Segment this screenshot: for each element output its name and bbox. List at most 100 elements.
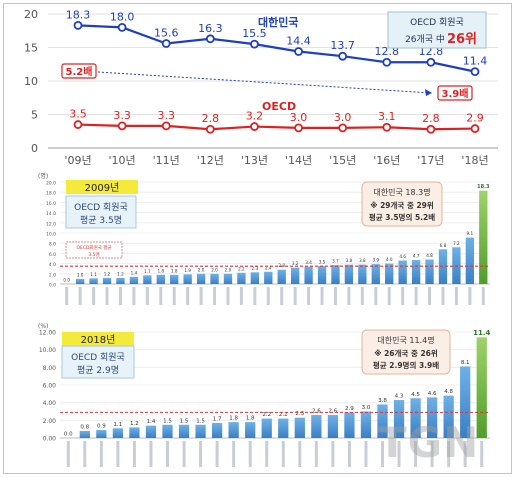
series-label-oecd: OECD (262, 100, 296, 113)
category-tick (92, 287, 96, 305)
data-label: 3.1 (378, 110, 396, 123)
bar (344, 412, 355, 438)
bar-value-label: 1.8 (157, 268, 164, 273)
bar (277, 269, 286, 284)
bar-value-label: 3.8 (346, 258, 353, 263)
data-point (161, 121, 171, 131)
bar (393, 400, 405, 438)
bar-value-label: 4.8 (426, 253, 433, 258)
korea-box-line2: ※ 29개국 중 29위 (370, 200, 434, 210)
data-label: 16.3 (198, 22, 223, 35)
category-tick (298, 441, 302, 467)
bar (425, 259, 434, 284)
y-tick-label: 5 (31, 109, 38, 122)
category-tick (468, 287, 472, 305)
data-label: 3.3 (157, 109, 175, 122)
category-tick (314, 441, 318, 467)
category-tick (480, 441, 484, 467)
data-point (470, 67, 480, 77)
bar-value-label: 1.7 (213, 416, 222, 422)
y-tick-label: 20 (24, 8, 38, 21)
category-tick (118, 287, 122, 305)
bar (195, 424, 206, 438)
bar-chart-2009: (명) 0.0 2.0 4.0 6.0 8.0 10.0 12.0 14.0 16.0 18.0 20… (38, 172, 490, 305)
category-tick (182, 441, 186, 467)
category-tick (265, 441, 269, 467)
data-point (338, 123, 348, 133)
category-tick (428, 287, 432, 305)
category-tick (360, 287, 364, 305)
bar (170, 274, 179, 284)
bar-value-label: 1.1 (90, 272, 97, 277)
bar (89, 278, 98, 284)
category-tick (430, 441, 434, 467)
bar-value-label: 1.5 (196, 418, 205, 424)
bar-value-label: 4.5 (411, 392, 420, 398)
y-tick-label: 14.0 (46, 211, 56, 217)
bar (183, 274, 192, 284)
category-tick (387, 287, 391, 305)
bar-value-label: 1.5 (180, 418, 189, 424)
data-point (426, 124, 436, 134)
bar (278, 418, 289, 438)
bar (344, 264, 354, 284)
category-tick (159, 287, 163, 305)
bar (129, 276, 139, 284)
category-tick (266, 287, 270, 305)
bar (143, 275, 152, 284)
bar (178, 424, 190, 438)
y-tick-label: 15 (24, 42, 38, 55)
bar (371, 264, 380, 284)
y-tick-label: 0.0 (49, 283, 56, 289)
category-tick (226, 287, 230, 305)
data-point (73, 120, 83, 129)
category-tick (414, 287, 418, 305)
bar-value-label: 3.4 (305, 260, 312, 265)
bar-chart-2018: (%) 0.00 2.00 4.00 6.00 8.00 10.00 12.00 0.0 0.8 0… (38, 323, 490, 467)
bar-value-label: 11.4 (473, 329, 490, 337)
y-tick-label: 18.0 (46, 191, 56, 197)
bar (358, 264, 367, 284)
oecd-box-line2: 평균 3.5명 (80, 215, 122, 226)
bar (331, 265, 340, 284)
category-tick (65, 287, 69, 305)
avg-note-box (65, 241, 123, 259)
oecd-box-line1: OECD 회원국 (74, 202, 128, 213)
data-label: 3.2 (246, 110, 264, 123)
line-chart: 0 5 10 15 20 '09년 '10년 '11년 '12년 '13년 '14년 '15년 '16년… (24, 8, 498, 167)
bar (304, 266, 313, 284)
bar (410, 398, 421, 438)
bar-value-label: 1.4 (131, 270, 138, 275)
data-label: 3.5 (69, 108, 87, 121)
bar (210, 273, 219, 284)
bar-value-label: 1.1 (114, 422, 123, 428)
category-tick (331, 441, 335, 467)
bar (311, 415, 322, 438)
bar-value-label: 1.8 (246, 416, 255, 422)
y-tick-label: 2.00 (43, 418, 57, 425)
category-tick (333, 287, 337, 305)
category-tick (172, 287, 176, 305)
bar-value-label: 3.7 (332, 259, 339, 264)
bar-value-label: 2.0 (198, 267, 205, 272)
korea-box-line1: 대한민국 11.4명 (377, 335, 434, 345)
data-label: 14.4 (286, 35, 311, 48)
data-point (250, 39, 259, 49)
data-label: 18.3 (66, 8, 91, 21)
bar-value-label: 0.0 (63, 278, 70, 283)
category-tick (199, 441, 203, 467)
category-tick (99, 441, 103, 467)
bar (196, 273, 206, 284)
category-tick (281, 441, 285, 467)
ratio-arrow (97, 71, 433, 94)
bar (411, 260, 421, 284)
rank-box-count: 26개국 中 (405, 33, 445, 45)
x-tick-label: '12년 (197, 154, 224, 167)
rank-box-title: OECD 회원국 (410, 17, 464, 28)
oecd-average-box (61, 345, 135, 379)
data-point (161, 39, 171, 48)
y-tick-label: 8.00 (43, 365, 57, 372)
korea-box (361, 329, 451, 375)
category-tick (364, 441, 368, 467)
x-tick-label: '14년 (285, 154, 312, 167)
